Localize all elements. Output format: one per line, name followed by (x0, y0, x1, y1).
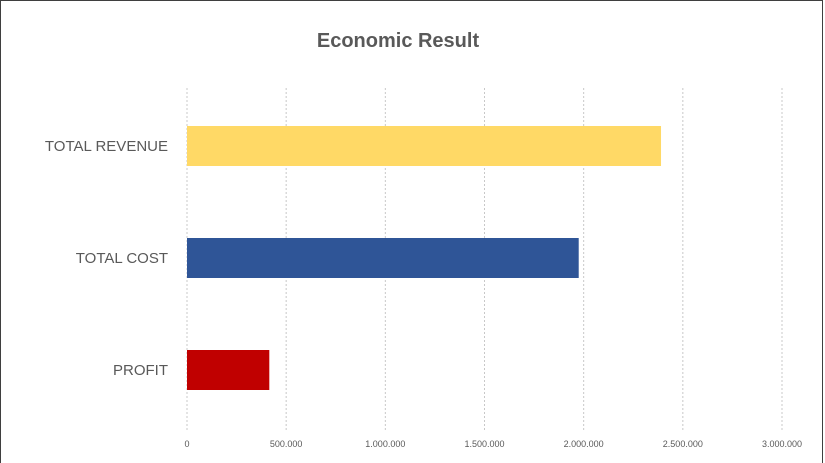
bar (187, 126, 662, 166)
x-tick-label: 3.000.000 (762, 439, 802, 449)
x-tick-label: 1.500.000 (464, 439, 504, 449)
x-tick-label: 2.500.000 (663, 439, 703, 449)
category-label: PROFIT (113, 362, 168, 379)
x-tick-label: 1.000.000 (365, 439, 405, 449)
category-label: TOTAL REVENUE (45, 138, 168, 155)
x-tick-label: 0 (184, 439, 189, 449)
x-tick-label: 500.000 (270, 439, 303, 449)
category-label: TOTAL COST (76, 250, 168, 267)
bar (187, 238, 579, 278)
chart-title: Economic Result (316, 30, 480, 52)
bar (187, 350, 270, 390)
x-tick-label: 2.000.000 (564, 439, 604, 449)
